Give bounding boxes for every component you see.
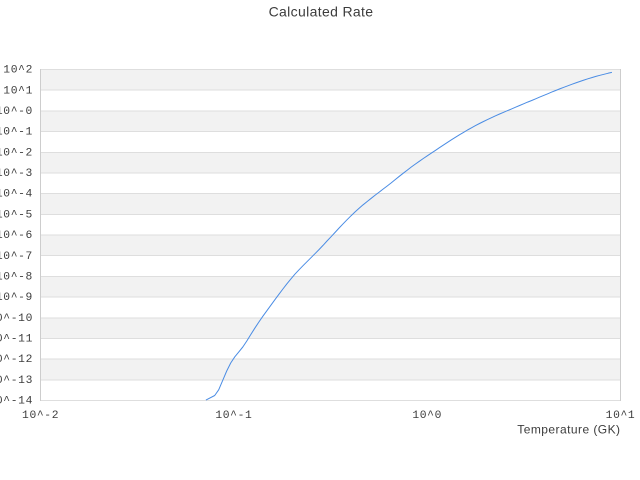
svg-text:10^-1: 10^-1 [0,127,33,139]
svg-text:10^0: 10^0 [412,410,442,422]
svg-text:10^1: 10^1 [3,85,33,97]
svg-text:Calculated Rate: Calculated Rate [269,4,374,20]
svg-text:10^-6: 10^-6 [0,230,33,242]
svg-text:10^-5: 10^-5 [0,209,33,221]
svg-text:10^-14: 10^-14 [0,396,33,408]
svg-text:10^-4: 10^-4 [0,189,33,201]
svg-text:10^-2: 10^-2 [0,147,33,159]
svg-text:10^2: 10^2 [3,65,33,77]
svg-text:10^-10: 10^-10 [0,313,33,325]
svg-text:10^1: 10^1 [606,410,636,422]
svg-text:10^-2: 10^-2 [22,410,59,422]
svg-text:10^-3: 10^-3 [0,168,33,180]
svg-text:10^-13: 10^-13 [0,375,33,387]
svg-text:10^-12: 10^-12 [0,354,33,366]
svg-text:10^-7: 10^-7 [0,251,33,263]
svg-text:10^-9: 10^-9 [0,292,33,304]
svg-text:10^-8: 10^-8 [0,271,33,283]
svg-text:10^-11: 10^-11 [0,334,33,346]
svg-text:10^-1: 10^-1 [215,410,252,422]
svg-text:10^-0: 10^-0 [0,106,33,118]
svg-text:Temperature (GK): Temperature (GK) [517,423,620,437]
